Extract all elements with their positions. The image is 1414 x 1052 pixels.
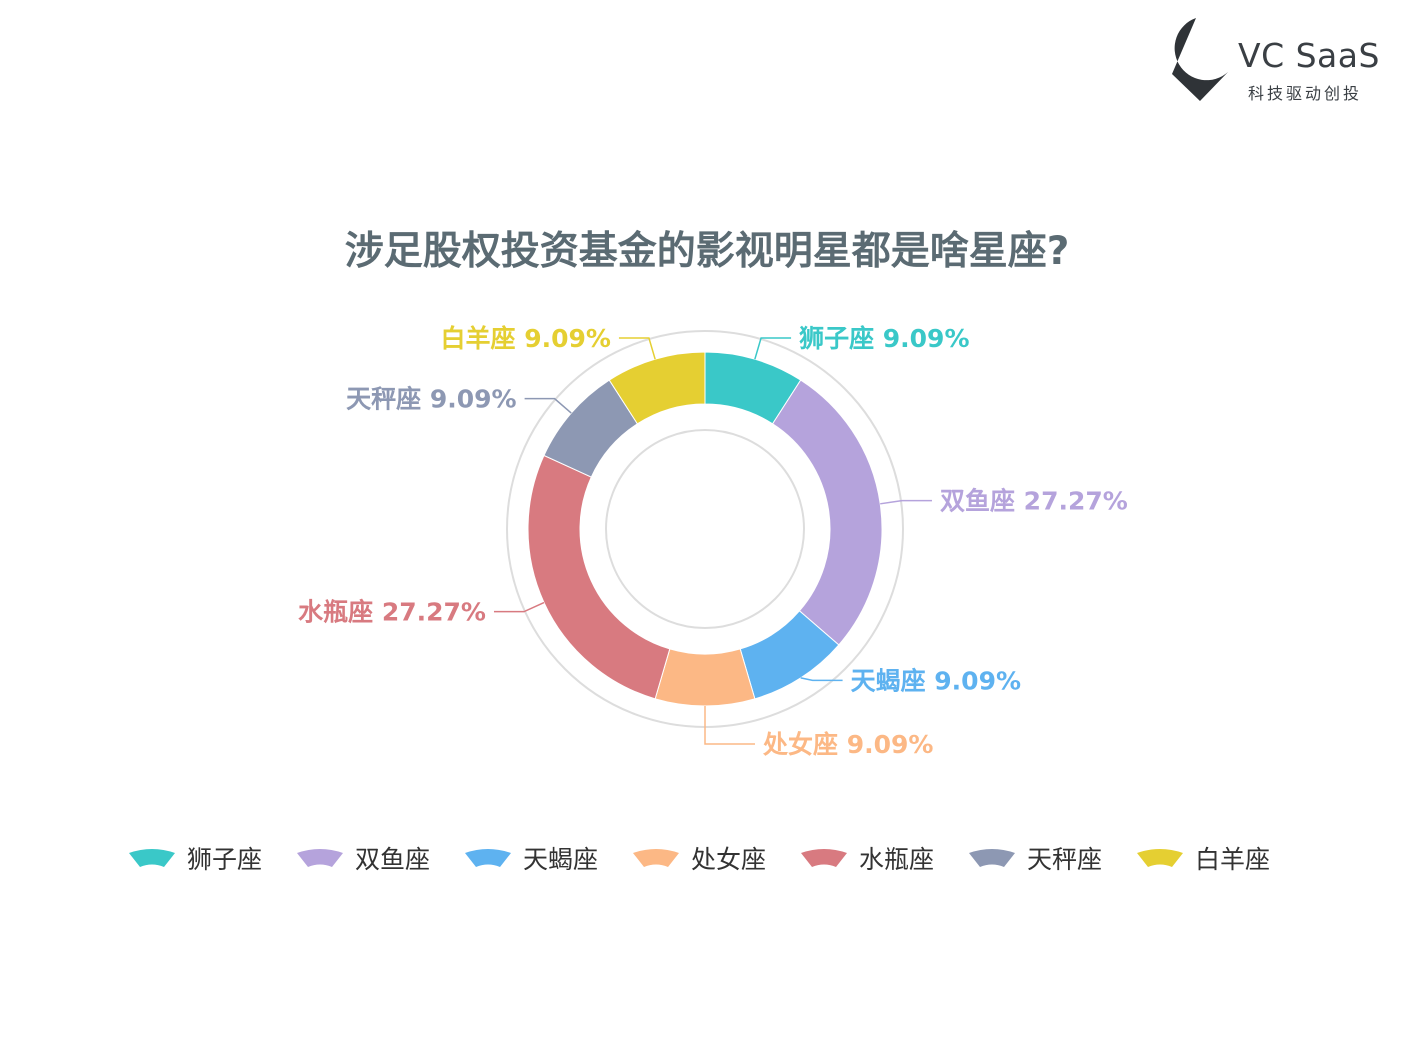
slice-label-6: 白羊座 9.09% (440, 324, 610, 353)
legend-swatch-icon (129, 849, 175, 867)
slice-label-5: 天秤座 9.09% (346, 385, 516, 414)
inner-decorative-ring (605, 429, 805, 629)
slice-label-2: 天蝎座 9.09% (851, 666, 1021, 695)
brand-name: VC SaaS (1238, 36, 1380, 75)
label-line-3 (704, 706, 755, 745)
label-line-4 (493, 601, 545, 613)
logo-mark-icon (1172, 18, 1232, 101)
brand-logo: VC SaaS 科技驱动创投 (1160, 14, 1390, 106)
legend-swatch-icon (969, 849, 1015, 867)
legend-label: 天蝎座 (523, 845, 598, 874)
legend-swatch-icon (801, 849, 847, 867)
legend-swatch-icon (297, 849, 343, 867)
label-line-6 (618, 337, 656, 360)
slice-label-3: 处女座 9.09% (762, 730, 933, 759)
slice-6[interactable] (608, 351, 706, 425)
chart-legend: 狮子座 双鱼座 天蝎座 处女座 水瓶座 天秤座 白羊座 (129, 845, 1270, 874)
slice-3[interactable] (654, 648, 756, 707)
inner-ring-circle (605, 429, 805, 629)
label-line-5 (524, 397, 572, 414)
legend-label: 白羊座 (1195, 845, 1270, 874)
legend-item-3[interactable]: 处女座 (633, 845, 766, 874)
legend-swatch-icon (1137, 849, 1183, 867)
legend-label: 水瓶座 (859, 845, 934, 874)
legend-item-6[interactable]: 白羊座 (1137, 845, 1270, 874)
label-leader-lines (493, 337, 932, 745)
legend-item-1[interactable]: 双鱼座 (297, 845, 430, 874)
brand-tagline: 科技驱动创投 (1248, 84, 1363, 103)
slice-label-0: 狮子座 9.09% (799, 324, 969, 353)
slice-label-4: 水瓶座 27.27% (298, 598, 486, 627)
label-line-2 (800, 677, 843, 682)
legend-label: 处女座 (691, 845, 766, 874)
slice-4[interactable] (527, 454, 671, 700)
legend-swatch-icon (465, 849, 511, 867)
legend-item-2[interactable]: 天蝎座 (465, 845, 598, 874)
legend-item-0[interactable]: 狮子座 (129, 845, 262, 874)
slice-label-1: 双鱼座 27.27% (940, 487, 1128, 516)
legend-item-5[interactable]: 天秤座 (969, 845, 1102, 874)
chart-title: 涉足股权投资基金的影视明星都是啥星座? (344, 229, 1070, 274)
donut-slices (527, 351, 883, 707)
legend-swatch-icon (633, 849, 679, 867)
label-line-1 (880, 499, 932, 505)
legend-label: 狮子座 (187, 845, 262, 874)
slice-labels: 狮子座 9.09% 双鱼座 27.27% 天蝎座 9.09% 处女座 9.09% 水瓶座… (298, 324, 1128, 759)
legend-label: 天秤座 (1027, 845, 1102, 874)
legend-item-4[interactable]: 水瓶座 (801, 845, 934, 874)
slice-1[interactable] (771, 379, 883, 646)
label-line-0 (754, 337, 792, 360)
legend-label: 双鱼座 (355, 845, 430, 874)
